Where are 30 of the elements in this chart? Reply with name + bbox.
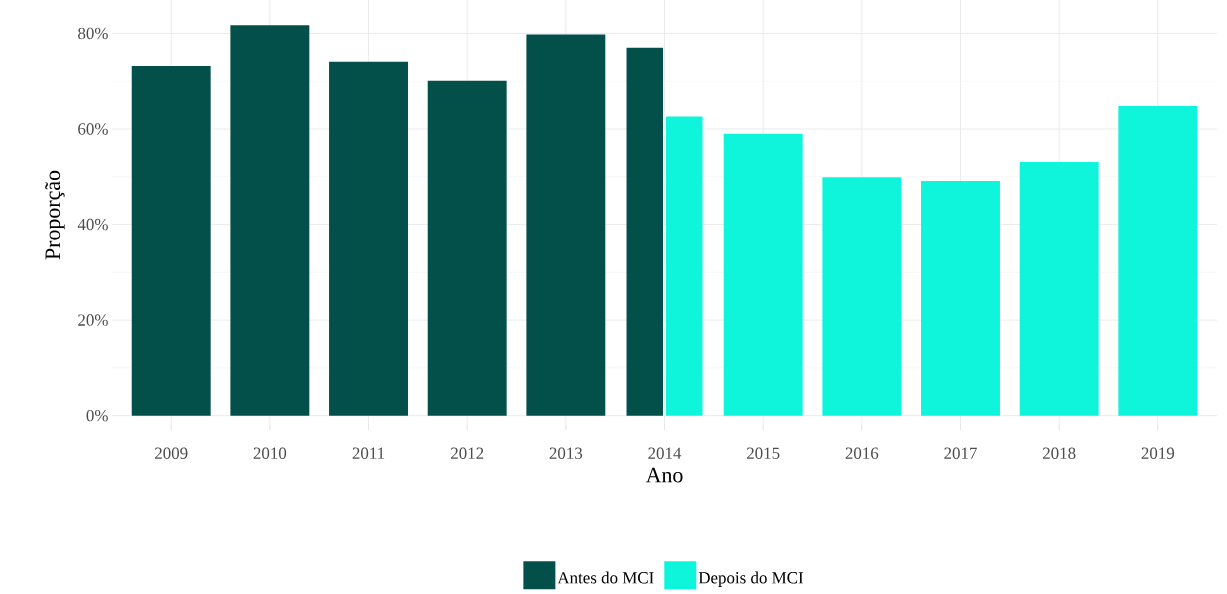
bar <box>1019 161 1099 416</box>
x-tick-label: 2019 <box>1141 447 1175 459</box>
y-tick-label: 0% <box>86 409 108 422</box>
y-axis-title: Proporção <box>45 170 65 260</box>
bar <box>921 181 1000 416</box>
legend-label: Antes do MCI <box>557 571 654 584</box>
x-tick-label: 2009 <box>155 447 188 459</box>
bar <box>329 61 408 416</box>
x-tick-label: 2013 <box>549 447 583 459</box>
bar <box>131 65 211 416</box>
y-tick-label: 60% <box>78 123 108 135</box>
legend-label: Depois do MCI <box>698 571 804 587</box>
x-axis-title: Ano <box>645 467 683 483</box>
bar <box>526 34 606 416</box>
x-tick-label: 2018 <box>1042 447 1076 459</box>
x-tick-label: 2015 <box>746 447 780 459</box>
bar <box>230 25 310 416</box>
x-tick-label: 2010 <box>253 447 287 459</box>
bar <box>822 177 902 416</box>
y-tick-label: 40% <box>77 218 108 231</box>
bar <box>723 133 803 416</box>
x-tick-label: 2017 <box>944 447 977 459</box>
y-tick-label: 80% <box>78 27 108 40</box>
bar <box>1118 106 1198 416</box>
x-tick-label: 2012 <box>451 447 484 459</box>
x-tick-label: 2014 <box>648 447 682 459</box>
bar <box>427 80 507 416</box>
x-tick-label: 2011 <box>352 447 385 459</box>
x-tick-label: 2016 <box>845 447 879 459</box>
y-tick-label: 20% <box>78 314 108 326</box>
